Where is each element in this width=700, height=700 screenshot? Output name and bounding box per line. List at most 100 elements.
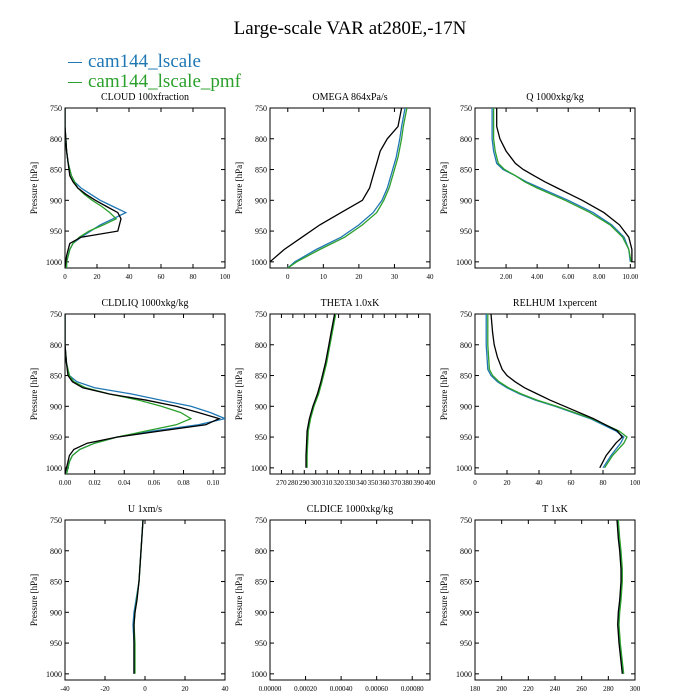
panel-5-xtick-label: 300: [310, 479, 321, 487]
panel-8-frame: [269, 519, 431, 681]
panel-4-ytick-label: 850: [50, 372, 62, 381]
panel-2-series-line-2: [270, 108, 403, 264]
legend-entry-lscale: cam144_lscale: [68, 51, 201, 73]
panel-5-xtick-label: 380: [402, 479, 413, 487]
panel-2-ytick-label: 750: [255, 104, 267, 113]
panel-4-title: CLDLIQ 1000xkg/kg: [102, 298, 189, 309]
panel-1-ytick-label: 950: [50, 227, 62, 236]
panel-9-title: T 1xK: [542, 504, 568, 515]
panel-3-ytick-label: 750: [460, 104, 472, 113]
panel-8-ytick-label: 1000: [251, 670, 267, 679]
panel-2-frame: [269, 107, 431, 269]
panel-4-xtick-label: 0.06: [148, 479, 161, 487]
panel-4-ytick-label: 750: [50, 310, 62, 319]
panel-9-ytick-label: 850: [460, 578, 472, 587]
panel-1-ytick-label: 750: [50, 104, 62, 113]
panel-1-xtick-label: 60: [158, 273, 166, 281]
panel-4-series-line-0: [65, 314, 225, 474]
panel-4-ytick-label: 950: [50, 433, 62, 442]
panel-7-title: U 1xm/s: [128, 504, 162, 515]
panel-8-ytick-label: 850: [255, 578, 267, 587]
panel-5-series-line-2: [305, 314, 336, 468]
panel-9-xtick-label: 200: [496, 685, 507, 693]
panel-3-xtick-label: 2.00: [500, 273, 513, 281]
panel-5-xtick-label: 390: [413, 479, 424, 487]
panel-9-xtick-label: 280: [603, 685, 614, 693]
panel-8-xtick-label: 0.00000: [259, 685, 282, 693]
panel-1-series-line-0: [65, 108, 128, 268]
panel-3-ytick-label: 1000: [456, 258, 472, 267]
panel-3-series-line-2: [496, 108, 633, 262]
panel-8-ytick-label: 950: [255, 639, 267, 648]
panel-7-xtick-label: 40: [222, 685, 230, 693]
panel-7-ylabel: Pressure [hPa]: [29, 574, 39, 626]
panel-7-ytick-label: 800: [50, 547, 62, 556]
panel-2-series-line-1: [287, 108, 408, 268]
panel-5-xtick-label: 360: [379, 479, 390, 487]
panel-8-xtick-label: 0.00020: [294, 685, 317, 693]
panel-9-ytick-label: 1000: [456, 670, 472, 679]
panel-3-ylabel: Pressure [hPa]: [439, 162, 449, 214]
panel-2-xtick-label: 0: [286, 273, 290, 281]
panel-1-series-line-1: [65, 108, 118, 268]
panel-6-ytick-label: 900: [460, 402, 472, 411]
panel-9-frame: [474, 519, 636, 681]
panel-8-ylabel: Pressure [hPa]: [234, 574, 244, 626]
panel-1-ylabel: Pressure [hPa]: [29, 162, 39, 214]
panel-7-ytick-label: 900: [50, 608, 62, 617]
panel-1-title: CLOUD 100xfraction: [101, 92, 189, 103]
panel-5-ytick-label: 950: [255, 433, 267, 442]
panel-5-xtick-label: 290: [299, 479, 310, 487]
panel-7-xtick-label: -20: [100, 685, 110, 693]
panel-6-ytick-label: 1000: [456, 464, 472, 473]
panel-3-xtick-label: 4.00: [531, 273, 544, 281]
panel-7-xtick-label: 0: [143, 685, 147, 693]
panel-5-ylabel: Pressure [hPa]: [234, 368, 244, 420]
panel-2-ylabel: Pressure [hPa]: [234, 162, 244, 214]
legend-entry-lscale-pmf: cam144_lscale_pmf: [68, 71, 241, 93]
figure-title: Large-scale VAR at280E,-17N: [233, 18, 467, 39]
panel-9-ytick-label: 900: [460, 608, 472, 617]
legend-label-lscale: cam144_lscale: [88, 51, 201, 72]
panel-4-xtick-label: 0.04: [118, 479, 131, 487]
panel-4-ylabel: Pressure [hPa]: [29, 368, 39, 420]
panel-8-ytick-label: 750: [255, 516, 267, 525]
panel-9-ytick-label: 950: [460, 639, 472, 648]
panel-4-series-line-1: [65, 314, 193, 474]
panel-6-ytick-label: 750: [460, 310, 472, 319]
panel-3-series-line-0: [491, 108, 631, 262]
panel-9-series-line-1: [617, 520, 625, 674]
panel-5-xtick-label: 310: [322, 479, 333, 487]
panel-5-xtick-label: 330: [345, 479, 356, 487]
panel-6-xtick-label: 20: [504, 479, 512, 487]
panel-6-xtick-label: 100: [630, 479, 641, 487]
panel-6-ylabel: Pressure [hPa]: [439, 368, 449, 420]
panel-6-series-line-0: [485, 314, 625, 469]
panel-5-ytick-label: 750: [255, 310, 267, 319]
panel-9-series-line-2: [616, 520, 623, 674]
panel-2-ytick-label: 1000: [251, 258, 267, 267]
panel-5-ytick-label: 850: [255, 372, 267, 381]
panel-3-xtick-label: 6.00: [562, 273, 575, 281]
panel-2-ytick-label: 900: [255, 196, 267, 205]
panel-2-xtick-label: 40: [427, 273, 435, 281]
panel-8-ytick-label: 800: [255, 547, 267, 556]
panel-2-xtick-label: 10: [320, 273, 328, 281]
panel-6-xtick-label: 40: [536, 479, 544, 487]
panel-5-xtick-label: 400: [425, 479, 436, 487]
panel-6-xtick-label: 0: [473, 479, 477, 487]
legend-swatch-lscale: [68, 61, 82, 63]
panel-2-xtick-label: 20: [355, 273, 363, 281]
panel-1-xtick-label: 100: [220, 273, 231, 281]
panel-2-series-line-0: [287, 108, 406, 268]
panel-5-title: THETA 1.0xK: [321, 298, 380, 309]
panel-4-ytick-label: 900: [50, 402, 62, 411]
panel-9-xtick-label: 180: [470, 685, 481, 693]
panel-6-xtick-label: 60: [568, 479, 576, 487]
panel-1-frame: [64, 107, 226, 269]
panel-7-ytick-label: 950: [50, 639, 62, 648]
panel-3-ytick-label: 850: [460, 166, 472, 175]
panel-5-ytick-label: 900: [255, 402, 267, 411]
panel-6-xtick-label: 80: [600, 479, 608, 487]
